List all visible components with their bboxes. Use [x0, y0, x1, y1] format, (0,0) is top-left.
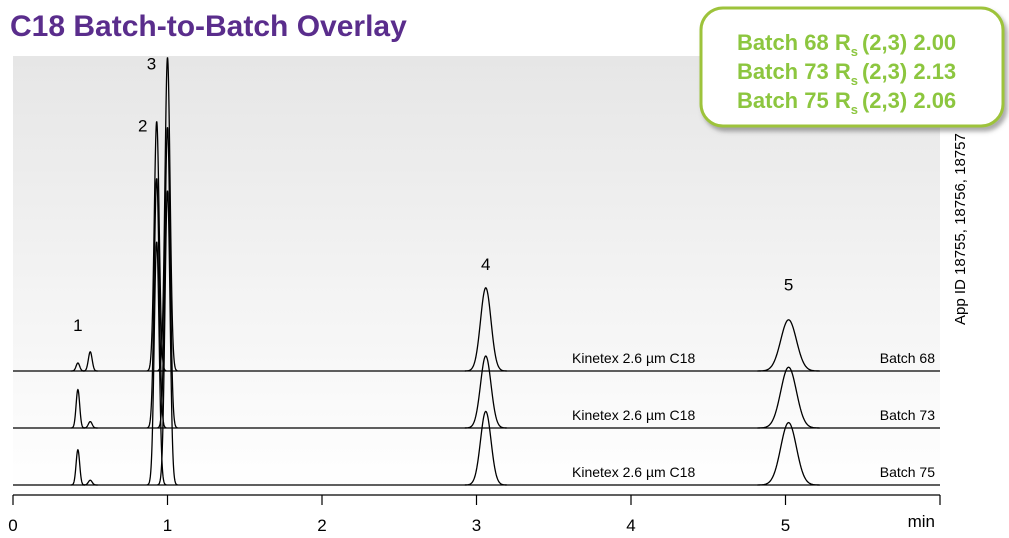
peak-label: 5	[784, 276, 793, 295]
peak	[757, 319, 820, 372]
resolution-symbol: R	[835, 30, 851, 55]
peak	[464, 286, 507, 372]
peak	[82, 351, 98, 372]
resolution-subscript: s	[851, 73, 858, 88]
resolution-line: Batch 73 Rs (2,3) 2.13	[737, 59, 956, 88]
resolution-value: 2.13	[913, 59, 956, 84]
resolution-pair: (2,3)	[862, 59, 907, 84]
x-tick-label: 0	[8, 516, 17, 535]
resolution-batch: Batch 68	[737, 30, 829, 55]
column-label: Kinetex 2.6 µm C18	[572, 464, 695, 480]
resolution-batch: Batch 73	[737, 59, 829, 84]
resolution-line: Batch 75 Rs (2,3) 2.06	[737, 88, 956, 117]
resolution-subscript: s	[851, 102, 858, 117]
column-label: Kinetex 2.6 µm C18	[572, 350, 695, 366]
resolution-subscript: s	[851, 44, 858, 59]
resolution-pair: (2,3)	[862, 30, 907, 55]
peak	[70, 388, 86, 429]
resolution-symbol: R	[835, 88, 851, 113]
resolution-pair: (2,3)	[862, 88, 907, 113]
x-tick-label: 4	[626, 516, 635, 535]
resolution-batch: Batch 75	[737, 88, 829, 113]
peak	[464, 355, 507, 429]
peak-label: 3	[147, 54, 156, 73]
peak	[82, 420, 98, 429]
resolution-line: Batch 68 Rs (2,3) 2.00	[737, 30, 956, 59]
series-label: Batch 68	[880, 350, 935, 366]
peak	[464, 410, 507, 486]
x-axis-label: min	[908, 512, 935, 531]
resolution-box	[699, 6, 1005, 128]
peak	[70, 362, 86, 372]
peak	[757, 366, 820, 429]
x-tick-label: 5	[781, 516, 790, 535]
peak	[146, 241, 167, 486]
series-label: Batch 73	[880, 407, 935, 423]
series-label: Batch 75	[880, 464, 935, 480]
peak-label: 4	[481, 255, 490, 274]
peak-label: 1	[73, 316, 82, 335]
peak-label: 2	[138, 116, 147, 135]
peak	[70, 448, 86, 486]
peak	[82, 479, 98, 486]
peak	[157, 190, 178, 486]
chart-title: C18 Batch-to-Batch Overlay	[10, 10, 407, 43]
x-tick-label: 1	[163, 516, 172, 535]
column-label: Kinetex 2.6 µm C18	[572, 407, 695, 423]
x-tick-label: 2	[317, 516, 326, 535]
peak	[757, 421, 820, 486]
side-note: App ID 18755, 18756, 18757	[952, 133, 969, 325]
x-tick-label: 3	[472, 516, 481, 535]
resolution-value: 2.06	[913, 88, 956, 113]
resolution-value: 2.00	[913, 30, 956, 55]
resolution-symbol: R	[835, 59, 851, 84]
